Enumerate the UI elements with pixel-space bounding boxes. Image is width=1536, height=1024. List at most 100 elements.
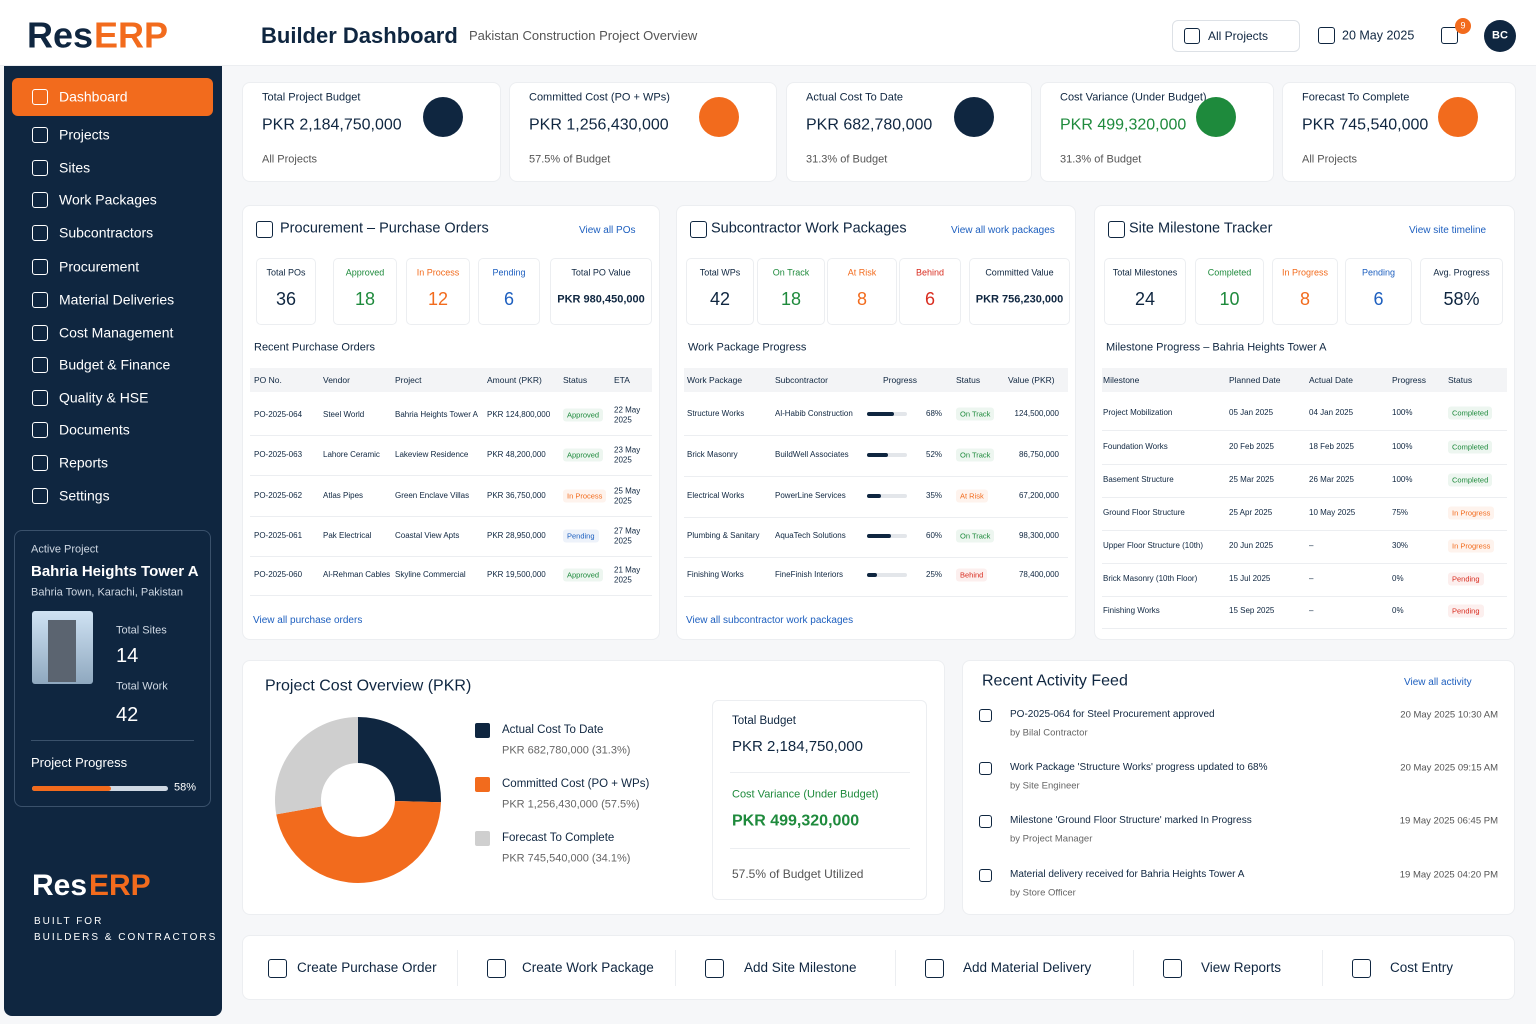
row-divider — [250, 516, 652, 517]
column-header: ETA — [614, 374, 630, 385]
stat-value: 58% — [1443, 289, 1480, 310]
kpi-label: Cost Variance (Under Budget) — [1060, 91, 1207, 104]
nav-item[interactable]: Settings — [59, 487, 110, 504]
column-header: Milestone — [1103, 374, 1140, 385]
project-filter[interactable] — [1172, 20, 1300, 52]
nav-item[interactable]: Documents — [59, 421, 130, 438]
column-header: Status — [1448, 374, 1473, 385]
activity-author: by Store Officer — [1010, 887, 1076, 899]
icon — [1163, 959, 1182, 978]
nav-item[interactable]: Reports — [59, 454, 109, 471]
icon — [1318, 27, 1335, 44]
label: Cost Variance (Under Budget) — [732, 788, 879, 801]
action-button[interactable]: Create Work Package — [522, 959, 654, 975]
nav-item[interactable]: Budget & Finance — [59, 356, 171, 373]
cell: PO-2025-062 — [254, 491, 303, 501]
legend-swatch — [475, 723, 490, 738]
cell: Lahore Ceramic — [323, 450, 380, 460]
activity-author: by Project Manager — [1010, 833, 1093, 845]
activity-time: 19 May 2025 04:20 PM — [1399, 869, 1498, 881]
link[interactable]: View all work packages — [951, 225, 1055, 236]
stat-label: Completed — [1207, 267, 1252, 278]
stat-box — [1104, 258, 1186, 325]
cell: 100% — [1392, 442, 1413, 452]
column-header: Subcontractor — [775, 374, 828, 385]
cell: Green Enclave Villas — [395, 491, 470, 501]
logo: Res — [32, 869, 88, 902]
status-pill: On Track — [956, 529, 995, 543]
stat-label: On Track — [772, 267, 810, 278]
kpi-value: PKR 499,320,000 — [1060, 116, 1187, 134]
legend-value: PKR 745,540,000 (34.1%) — [502, 852, 631, 865]
label: Active Project — [31, 543, 99, 556]
cell: Finishing Works — [1103, 606, 1160, 616]
status-pill: At Risk — [956, 489, 988, 503]
link[interactable]: View site timeline — [1409, 225, 1487, 236]
cell: 98,300,000 — [1018, 531, 1059, 541]
status-pill: Pending — [563, 529, 599, 543]
cell: – — [1309, 541, 1314, 551]
tagline: BUILDERS & CONTRACTORS — [34, 932, 218, 943]
stat-value: 36 — [275, 289, 297, 310]
cell: Coastal View Apts — [395, 531, 460, 541]
cell: Pak Electrical — [323, 531, 372, 541]
row-divider — [684, 475, 1068, 477]
action-button[interactable]: Add Site Milestone — [744, 959, 857, 975]
date: 20 May 2025 — [1342, 28, 1415, 43]
nav-item[interactable]: Work Packages — [59, 191, 157, 208]
kpi-note: 31.3% of Budget — [1060, 153, 1142, 166]
legend-label: Actual Cost To Date — [502, 724, 604, 737]
cell: Al-Rehman Cables — [323, 570, 391, 580]
stat-value: 42 — [709, 289, 731, 310]
kpi-value: PKR 682,780,000 — [806, 116, 933, 134]
cell: 26 Mar 2025 — [1309, 475, 1354, 485]
action-button[interactable]: Cost Entry — [1390, 959, 1454, 975]
avatar[interactable] — [1484, 20, 1516, 52]
link[interactable]: View all POs — [579, 225, 636, 236]
row-divider — [1102, 497, 1507, 498]
action-button[interactable]: Add Material Delivery — [963, 959, 1092, 975]
nav-item[interactable]: Subcontractors — [59, 224, 154, 241]
stat-value: 6 — [924, 289, 936, 310]
header — [0, 0, 1536, 66]
stat-value: 10 — [1219, 289, 1240, 310]
cell: Al-Habib Construction — [775, 409, 853, 419]
stat-box — [1195, 258, 1264, 325]
avatar-text[interactable]: BC — [1492, 29, 1508, 42]
status-pill: In Progress — [1448, 506, 1495, 520]
cell: 30% — [1392, 541, 1409, 551]
progress-bar — [867, 573, 877, 577]
nav-active[interactable] — [12, 78, 213, 116]
nav-item[interactable]: Cost Management — [59, 324, 174, 341]
status-pill: Completed — [1448, 406, 1493, 420]
legend-swatch — [475, 777, 490, 792]
cell: Brick Masonry (10th Floor) — [1103, 574, 1198, 584]
nav-item[interactable]: Sites — [59, 159, 91, 176]
stat-value: PKR 980,450,000 — [557, 293, 645, 306]
stat-label: Total POs — [266, 267, 306, 278]
kpi-label: Committed Cost (PO + WPs) — [529, 91, 670, 104]
link[interactable]: View all purchase orders — [253, 615, 363, 626]
page-title: Builder Dashboard — [261, 22, 458, 48]
cell: Brick Masonry — [687, 450, 738, 460]
row-divider — [1102, 596, 1507, 597]
nav-item[interactable]: Projects — [59, 126, 110, 143]
kpi-icon — [699, 97, 739, 137]
action-button[interactable]: View Reports — [1201, 959, 1282, 975]
nav-item[interactable]: Material Deliveries — [59, 291, 175, 308]
progress-bar — [867, 494, 881, 498]
link[interactable]: View all subcontractor work packages — [686, 615, 854, 626]
filter-label[interactable]: All Projects — [1208, 28, 1269, 43]
stat-box — [757, 258, 825, 325]
separator — [675, 950, 676, 986]
nav-item[interactable]: Procurement — [59, 258, 140, 275]
action-button[interactable]: Create Purchase Order — [297, 959, 437, 975]
nav-item[interactable]: Dashboard — [59, 88, 128, 105]
cell: 35% — [926, 491, 943, 501]
cell: Bahria Heights Tower A — [395, 410, 479, 420]
link[interactable]: View all activity — [1404, 677, 1472, 688]
column-header: Progress — [883, 374, 918, 385]
nav-item[interactable]: Quality & HSE — [59, 389, 149, 406]
label: Total Budget — [732, 715, 796, 728]
stat-label: Behind — [915, 267, 945, 278]
